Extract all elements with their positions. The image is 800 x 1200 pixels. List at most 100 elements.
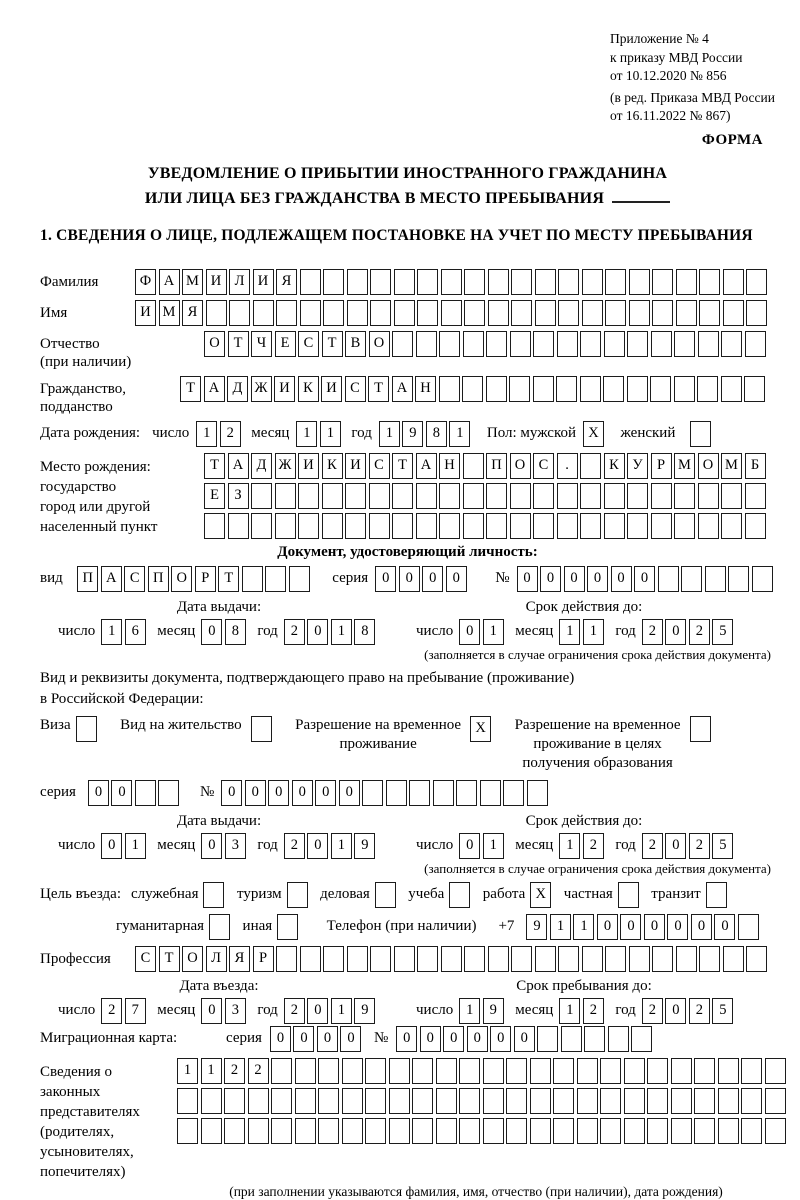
char-cell[interactable]: 2 — [641, 997, 663, 1024]
char-cell[interactable]: 0 — [610, 565, 632, 592]
char-cell[interactable] — [318, 1117, 339, 1144]
char-cell[interactable] — [432, 779, 454, 806]
char-cell[interactable] — [503, 779, 525, 806]
char-cell[interactable] — [323, 268, 344, 295]
char-cell[interactable]: 9 — [354, 832, 376, 859]
char-cell[interactable] — [526, 779, 548, 806]
char-cell[interactable] — [271, 1057, 292, 1084]
char-cell[interactable]: 0 — [665, 832, 687, 859]
checkbox-cell[interactable] — [374, 881, 396, 908]
char-cell[interactable] — [417, 268, 438, 295]
char-cell[interactable]: . — [556, 452, 578, 479]
char-cell[interactable] — [694, 1057, 715, 1084]
char-cell[interactable]: 1 — [573, 913, 595, 940]
char-cell[interactable]: 1 — [330, 997, 352, 1024]
char-cell[interactable]: 0 — [714, 913, 736, 940]
char-cell[interactable] — [345, 482, 366, 509]
char-cell[interactable] — [415, 482, 437, 509]
char-cell[interactable] — [294, 1117, 316, 1144]
char-cell[interactable]: 6 — [124, 618, 146, 645]
char-cell[interactable] — [462, 330, 484, 357]
checkbox-cell[interactable]: X — [470, 715, 492, 742]
char-cell[interactable] — [746, 945, 767, 972]
char-cell[interactable]: 2 — [688, 832, 710, 859]
char-cell[interactable]: Л — [205, 945, 227, 972]
char-cell[interactable]: 1 — [200, 1057, 222, 1084]
char-cell[interactable]: Л — [229, 268, 250, 295]
char-cell[interactable]: Ж — [250, 375, 272, 402]
char-cell[interactable] — [704, 565, 726, 592]
char-cell[interactable] — [674, 512, 695, 539]
char-cell[interactable]: 1 — [459, 997, 481, 1024]
char-cell[interactable] — [506, 1117, 527, 1144]
checkbox-cell[interactable] — [690, 420, 712, 447]
char-cell[interactable] — [717, 1057, 739, 1084]
char-cell[interactable] — [652, 945, 673, 972]
char-cell[interactable] — [717, 1087, 739, 1114]
char-cell[interactable] — [323, 299, 344, 326]
checkbox-cell[interactable] — [277, 913, 299, 940]
char-cell[interactable]: Я — [182, 299, 203, 326]
char-cell[interactable] — [529, 1087, 551, 1114]
char-cell[interactable]: А — [158, 268, 180, 295]
char-cell[interactable]: 1 — [559, 832, 581, 859]
char-cell[interactable] — [365, 1057, 386, 1084]
char-cell[interactable]: Е — [204, 482, 225, 509]
char-cell[interactable]: Т — [180, 375, 201, 402]
char-cell[interactable]: 1 — [559, 997, 581, 1024]
char-cell[interactable]: 0 — [665, 618, 687, 645]
char-cell[interactable] — [652, 268, 673, 295]
char-cell[interactable]: 0 — [620, 913, 642, 940]
char-cell[interactable]: Е — [274, 330, 296, 357]
char-cell[interactable] — [699, 299, 720, 326]
char-cell[interactable] — [580, 330, 601, 357]
char-cell[interactable]: 0 — [268, 779, 290, 806]
char-cell[interactable] — [346, 299, 368, 326]
char-cell[interactable] — [392, 330, 413, 357]
char-cell[interactable] — [628, 268, 650, 295]
char-cell[interactable] — [482, 1087, 504, 1114]
checkbox-cell[interactable]: X — [583, 420, 605, 447]
char-cell[interactable]: Ч — [251, 330, 272, 357]
char-cell[interactable] — [251, 482, 272, 509]
char-cell[interactable] — [600, 1117, 621, 1144]
char-cell[interactable] — [294, 1087, 316, 1114]
char-cell[interactable] — [388, 1057, 410, 1084]
char-cell[interactable] — [623, 1057, 645, 1084]
char-cell[interactable] — [439, 512, 460, 539]
checkbox-cell[interactable] — [75, 715, 97, 742]
char-cell[interactable]: Т — [227, 330, 249, 357]
char-cell[interactable] — [681, 565, 702, 592]
char-cell[interactable] — [158, 779, 180, 806]
char-cell[interactable]: 5 — [712, 997, 734, 1024]
char-cell[interactable]: П — [486, 452, 507, 479]
char-cell[interactable]: Я — [276, 268, 297, 295]
char-cell[interactable] — [650, 512, 672, 539]
char-cell[interactable] — [675, 945, 697, 972]
char-cell[interactable] — [670, 1057, 692, 1084]
char-cell[interactable] — [694, 1117, 715, 1144]
char-cell[interactable] — [741, 1117, 762, 1144]
char-cell[interactable]: 1 — [549, 913, 571, 940]
char-cell[interactable]: 0 — [563, 565, 585, 592]
char-cell[interactable]: П — [77, 565, 99, 592]
char-cell[interactable] — [553, 1087, 574, 1114]
char-cell[interactable] — [628, 945, 650, 972]
checkbox-cell[interactable] — [705, 881, 727, 908]
char-cell[interactable] — [200, 1087, 222, 1114]
char-cell[interactable] — [462, 482, 484, 509]
char-cell[interactable] — [487, 299, 509, 326]
char-cell[interactable] — [252, 299, 274, 326]
char-cell[interactable] — [553, 1057, 574, 1084]
char-cell[interactable] — [623, 1117, 645, 1144]
char-cell[interactable] — [224, 1117, 245, 1144]
char-cell[interactable]: 0 — [201, 832, 223, 859]
char-cell[interactable]: 0 — [459, 618, 481, 645]
char-cell[interactable] — [579, 375, 601, 402]
char-cell[interactable]: О — [697, 452, 719, 479]
char-cell[interactable] — [744, 330, 766, 357]
char-cell[interactable] — [385, 779, 407, 806]
char-cell[interactable] — [509, 330, 531, 357]
char-cell[interactable] — [580, 512, 601, 539]
char-cell[interactable]: 0 — [596, 913, 618, 940]
